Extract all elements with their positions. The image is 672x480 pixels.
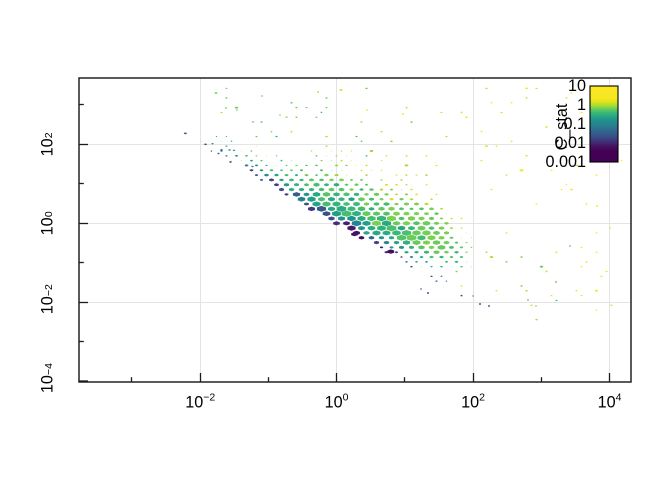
svg-text:10: 10 <box>325 394 343 412</box>
svg-text:0.01: 0.01 <box>554 134 586 152</box>
svg-text:10: 10 <box>39 375 57 393</box>
svg-text:10: 10 <box>185 394 203 412</box>
svg-text:10: 10 <box>39 138 57 156</box>
svg-text:−2: −2 <box>203 392 215 404</box>
svg-text:−2: −2 <box>43 284 55 296</box>
svg-text:0.1: 0.1 <box>563 115 586 133</box>
svg-text:C_stat: C_stat <box>553 103 571 150</box>
svg-text:−4: −4 <box>43 363 55 375</box>
svg-text:10: 10 <box>598 394 616 412</box>
svg-text:10: 10 <box>39 296 57 314</box>
svg-text:10: 10 <box>39 217 57 235</box>
svg-text:1: 1 <box>577 96 586 114</box>
svg-text:0: 0 <box>343 392 349 404</box>
svg-text:2: 2 <box>43 132 55 138</box>
svg-text:10: 10 <box>568 77 586 95</box>
svg-text:0: 0 <box>43 211 55 217</box>
svg-text:4: 4 <box>616 392 622 404</box>
svg-text:2: 2 <box>479 392 485 404</box>
svg-text:10: 10 <box>461 394 479 412</box>
svg-text:0.001: 0.001 <box>545 153 586 171</box>
